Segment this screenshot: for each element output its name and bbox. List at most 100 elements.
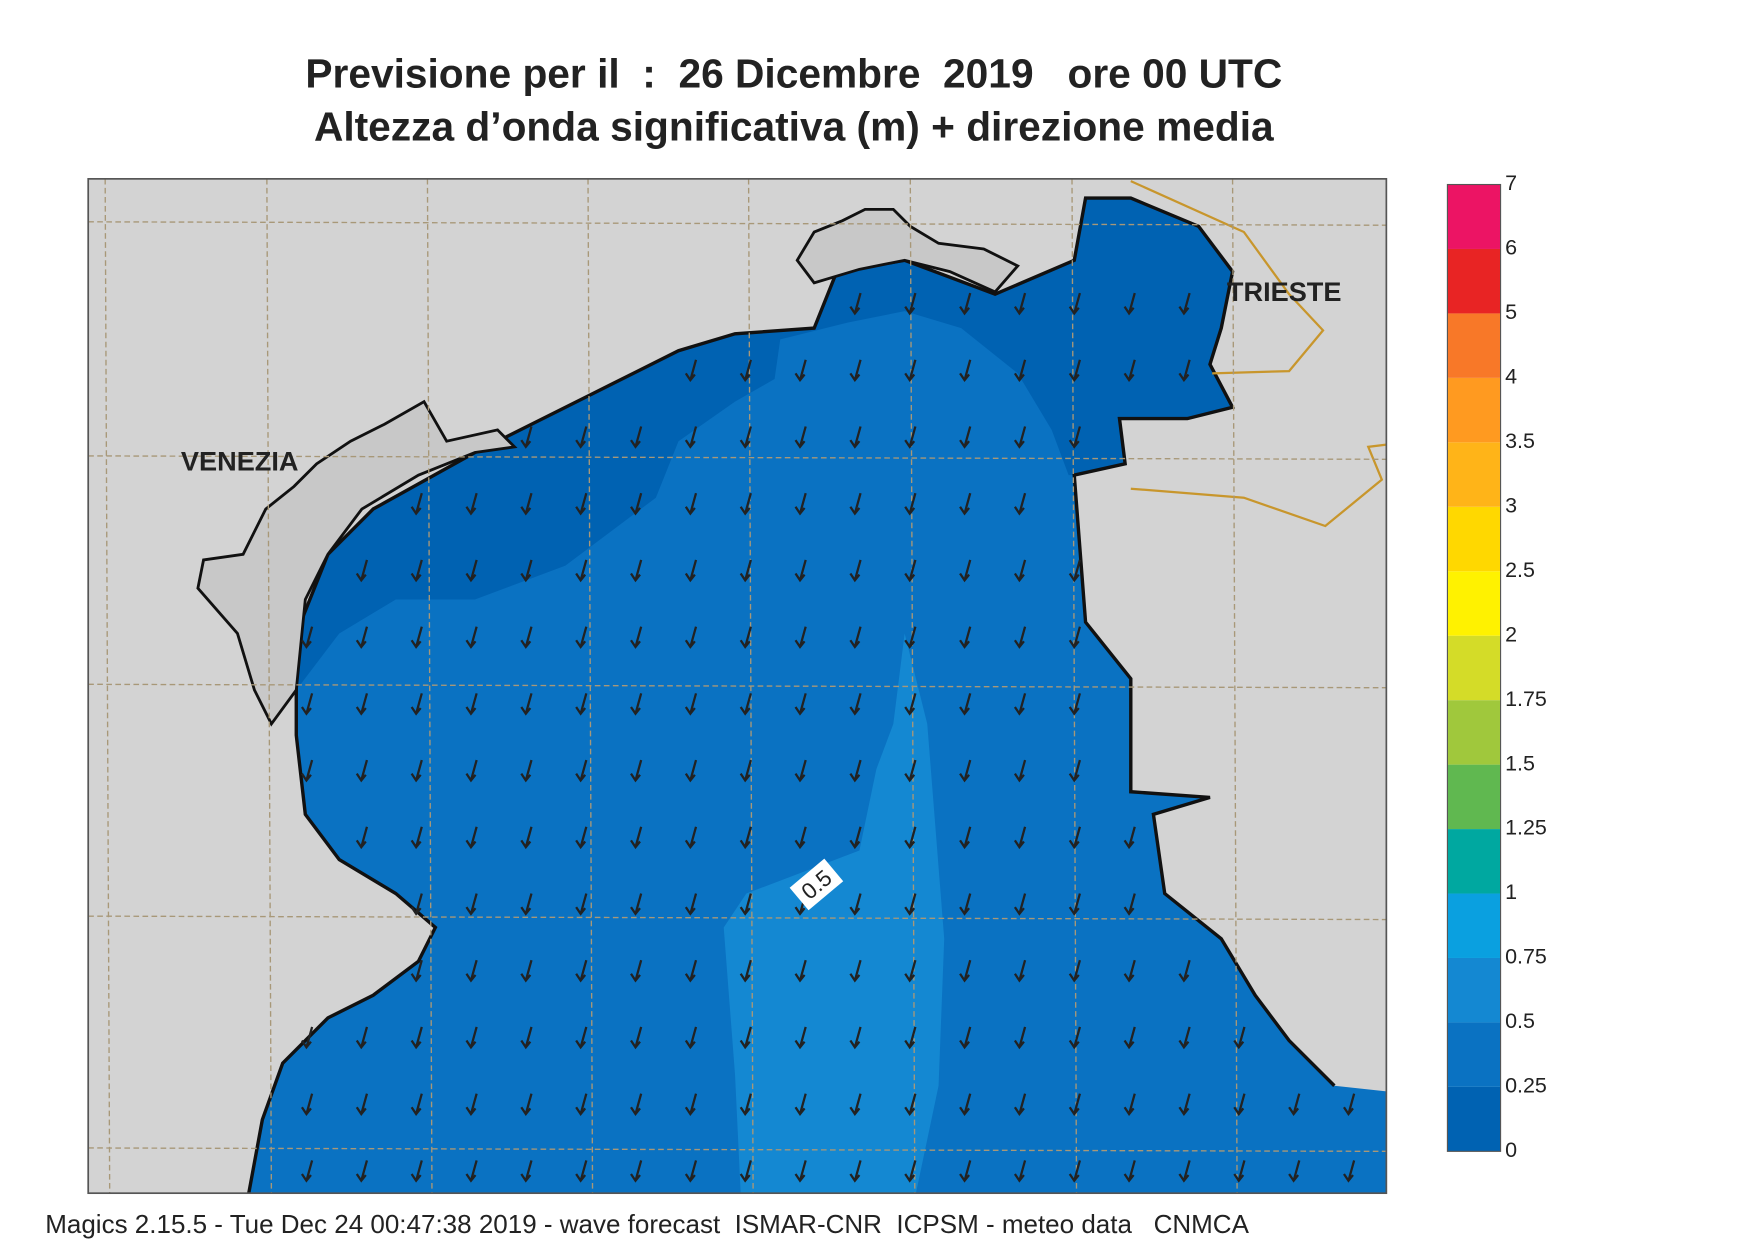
arrow — [300, 1093, 314, 1116]
colorbar-segment — [1447, 248, 1501, 314]
colorbar-label: 0.75 — [1505, 945, 1547, 969]
arrow — [520, 559, 533, 583]
colorbar-segment — [1447, 893, 1501, 958]
meridian — [266, 178, 273, 1194]
arrow — [739, 492, 752, 516]
colorbar-label: 0.5 — [1505, 1009, 1535, 1033]
colorbar-segment — [1447, 1086, 1501, 1152]
arrow — [739, 626, 752, 649]
arrow — [1013, 559, 1027, 583]
colorbar-segment — [1447, 1022, 1501, 1087]
arrow — [410, 492, 423, 516]
arrow — [630, 1093, 643, 1116]
arrow — [575, 1026, 588, 1050]
colorbar-segment — [1447, 506, 1501, 572]
arrow — [630, 626, 643, 649]
colorbar-segment — [1447, 442, 1501, 507]
map: VENEZIA TRIESTE 0.5 — [88, 178, 1387, 1194]
arrow — [630, 959, 643, 983]
arrow — [410, 1026, 423, 1050]
arrow — [739, 759, 752, 783]
arrow — [794, 1160, 807, 1183]
arrow — [794, 492, 807, 516]
colorbar-segment — [1447, 377, 1501, 443]
arrow — [1013, 292, 1027, 316]
arrow — [630, 426, 643, 449]
arrow — [684, 1160, 698, 1183]
arrow — [794, 626, 807, 649]
arrow — [410, 693, 423, 716]
arrow — [959, 1026, 972, 1050]
parallel — [88, 683, 1387, 689]
arrow — [410, 759, 423, 783]
arrow — [465, 1160, 478, 1183]
arrow — [465, 1026, 478, 1050]
arrow — [300, 693, 314, 716]
colorbar-label: 0.25 — [1505, 1074, 1547, 1098]
arrow — [630, 559, 643, 583]
arrow — [355, 626, 369, 649]
arrow — [630, 693, 643, 716]
arrow — [739, 426, 752, 449]
arrow — [849, 559, 862, 583]
arrow — [1178, 292, 1191, 316]
arrow — [1013, 693, 1027, 716]
arrow — [1068, 359, 1082, 383]
arrow — [1013, 359, 1027, 383]
arrow — [410, 1093, 423, 1116]
arrow — [1068, 559, 1082, 583]
meridian — [1071, 178, 1078, 1194]
arrow — [1013, 1160, 1027, 1183]
arrow — [465, 893, 478, 916]
arrow — [684, 759, 698, 783]
colorbar-label: 6 — [1505, 236, 1517, 260]
arrow — [904, 826, 917, 850]
arrow — [465, 959, 478, 983]
arrow — [520, 1026, 533, 1050]
parallel — [88, 915, 1387, 921]
arrow — [849, 1160, 862, 1183]
colorbar-segment — [1447, 957, 1501, 1023]
arrow — [1233, 1026, 1246, 1050]
arrow — [849, 759, 862, 783]
arrow — [794, 426, 807, 449]
arrow — [1013, 826, 1027, 850]
direction-arrows — [300, 292, 1356, 1183]
arrow — [849, 359, 862, 383]
colorbar-label: 2.5 — [1505, 558, 1535, 582]
arrow — [904, 759, 917, 783]
arrow — [739, 893, 752, 916]
arrow — [959, 626, 972, 649]
arrow — [684, 1093, 698, 1116]
colorbar-label: 1.25 — [1505, 816, 1547, 840]
arrow — [904, 1026, 917, 1050]
arrow — [520, 1160, 533, 1183]
subtitle: Altezza d’onda significativa (m) + direz… — [314, 103, 1274, 149]
arrow — [684, 1026, 698, 1050]
arrow — [1123, 292, 1136, 316]
arrow — [1068, 693, 1082, 716]
arrow — [794, 959, 807, 983]
colorbar-label: 1.75 — [1505, 687, 1547, 711]
arrow — [410, 559, 423, 583]
colorbar-label: 4 — [1505, 365, 1517, 389]
arrow — [355, 759, 369, 783]
arrow — [959, 426, 972, 449]
arrow — [1068, 1093, 1082, 1116]
arrow — [1013, 759, 1027, 783]
arrow — [520, 893, 533, 916]
arrow — [465, 759, 478, 783]
arrow — [959, 759, 972, 783]
colorbar-segment — [1447, 571, 1501, 636]
colorbar-label: 2 — [1505, 622, 1517, 646]
colorbar-label: 3 — [1505, 493, 1517, 517]
arrow — [739, 1093, 752, 1116]
arrow — [355, 826, 369, 850]
footer: Magics 2.15.5 - Tue Dec 24 00:47:38 2019… — [45, 1209, 1249, 1239]
arrow — [520, 626, 533, 649]
arrow — [465, 826, 478, 850]
parallel — [88, 455, 1387, 460]
arrow — [1123, 359, 1136, 383]
arrow — [1343, 1093, 1356, 1116]
arrow — [575, 1093, 588, 1116]
